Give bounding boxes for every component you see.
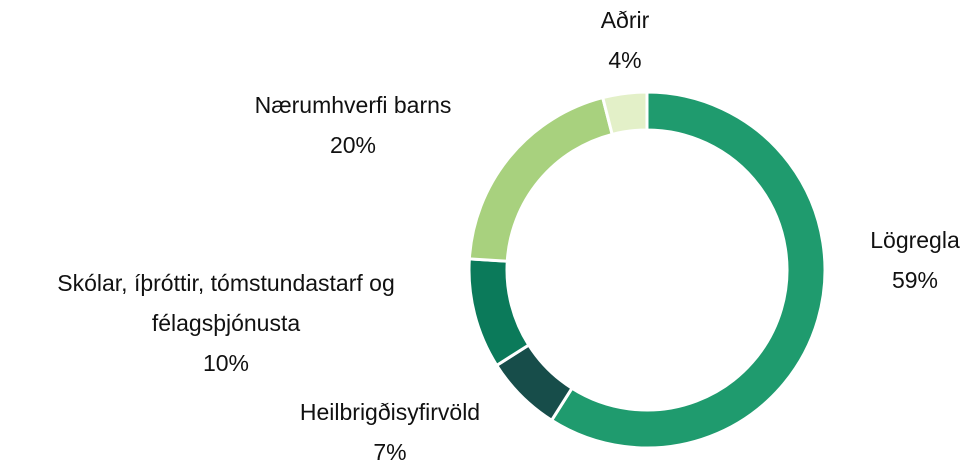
slice-label: Aðrir 4%	[565, 0, 685, 80]
value-label: 59%	[891, 267, 939, 293]
value-label: 4%	[608, 47, 642, 73]
slice-label: Nærumhverfi barns 20%	[203, 85, 503, 165]
category-name: Lögregla	[870, 227, 960, 253]
value-label: 10%	[202, 350, 250, 376]
slice-label: Lögregla 59%	[855, 220, 974, 300]
slice-label: Heilbrigðisyfirvöld 7%	[260, 392, 520, 472]
donut-slice	[600, 90, 649, 137]
value-label: 20%	[329, 132, 377, 158]
category-name: Aðrir	[600, 7, 650, 33]
value-label: 7%	[373, 439, 407, 465]
category-name: Heilbrigðisyfirvöld	[299, 399, 481, 425]
category-name: Nærumhverfi barns	[254, 92, 452, 118]
slice-label: Skólar, íþróttir, tómstundastarf og féla…	[1, 263, 451, 383]
donut-slice	[549, 90, 827, 450]
donut-slice	[467, 257, 531, 368]
category-name: Skólar, íþróttir, tómstundastarf og féla…	[57, 270, 395, 336]
